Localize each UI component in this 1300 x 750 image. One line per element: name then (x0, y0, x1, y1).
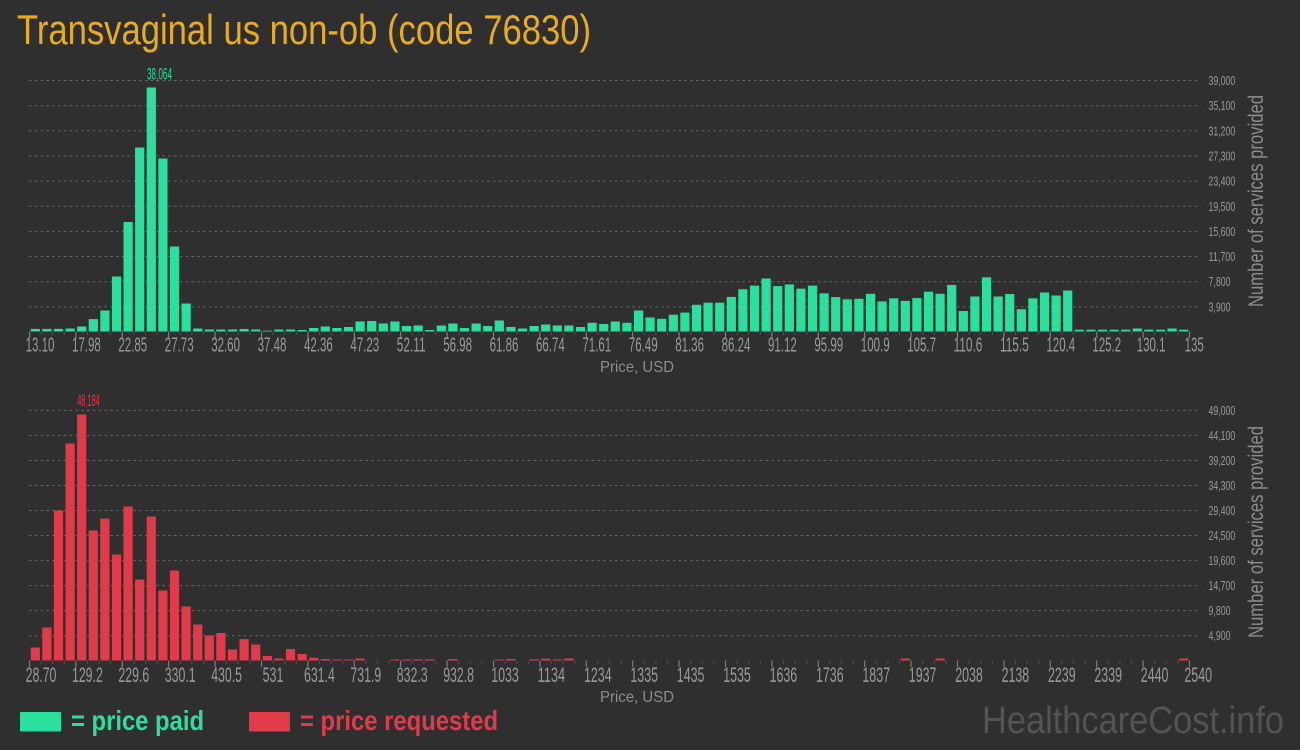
svg-text:2239: 2239 (1048, 664, 1076, 687)
svg-text:Price, USD: Price, USD (600, 689, 674, 706)
svg-text:19,500: 19,500 (1209, 199, 1236, 214)
svg-text:49,000: 49,000 (1209, 403, 1236, 418)
svg-text:4,900: 4,900 (1209, 628, 1231, 643)
svg-text:= price paid: = price paid (71, 705, 204, 736)
svg-text:11,700: 11,700 (1209, 249, 1236, 264)
svg-text:2339: 2339 (1094, 664, 1122, 687)
svg-text:2138: 2138 (1002, 664, 1030, 687)
svg-text:17.98: 17.98 (72, 335, 101, 357)
svg-text:56.98: 56.98 (443, 335, 472, 357)
svg-text:130.1: 130.1 (1137, 335, 1166, 357)
svg-text:120.4: 120.4 (1046, 335, 1075, 357)
svg-text:1033: 1033 (491, 664, 519, 687)
svg-text:14,700: 14,700 (1209, 578, 1236, 593)
svg-text:29,400: 29,400 (1209, 503, 1236, 518)
svg-text:105.7: 105.7 (907, 335, 936, 357)
svg-text:1736: 1736 (816, 664, 844, 687)
svg-text:71.61: 71.61 (582, 335, 611, 357)
svg-text:430.5: 430.5 (211, 664, 242, 687)
svg-text:129.2: 129.2 (72, 664, 103, 687)
svg-text:1937: 1937 (909, 664, 937, 687)
svg-text:34,300: 34,300 (1209, 478, 1236, 493)
svg-text:2540: 2540 (1184, 664, 1212, 687)
svg-text:1636: 1636 (770, 664, 798, 687)
svg-text:35,100: 35,100 (1209, 98, 1236, 113)
svg-text:24,500: 24,500 (1209, 528, 1236, 543)
svg-text:76.49: 76.49 (629, 335, 658, 357)
svg-text:47.23: 47.23 (350, 335, 379, 357)
svg-text:31,200: 31,200 (1209, 123, 1236, 138)
svg-text:9,800: 9,800 (1209, 603, 1231, 618)
svg-text:1435: 1435 (677, 664, 705, 687)
svg-text:1134: 1134 (538, 664, 566, 687)
svg-text:= price requested: = price requested (300, 705, 498, 736)
svg-text:22.85: 22.85 (118, 335, 147, 357)
svg-text:1234: 1234 (584, 664, 612, 687)
svg-text:52.11: 52.11 (397, 335, 426, 357)
svg-text:39,200: 39,200 (1209, 453, 1236, 468)
svg-text:110.6: 110.6 (954, 335, 983, 357)
svg-text:86.24: 86.24 (722, 335, 751, 357)
svg-text:832.3: 832.3 (397, 664, 428, 687)
svg-text:631.4: 631.4 (304, 664, 335, 687)
svg-text:27,300: 27,300 (1209, 148, 1236, 163)
svg-text:229.6: 229.6 (118, 664, 149, 687)
svg-text:1335: 1335 (630, 664, 658, 687)
svg-text:61.86: 61.86 (490, 335, 519, 357)
svg-text:135: 135 (1185, 335, 1204, 357)
svg-text:Number of services provided: Number of services provided (1245, 426, 1268, 638)
svg-text:Number of services provided: Number of services provided (1245, 95, 1268, 307)
svg-text:27.73: 27.73 (165, 335, 194, 357)
svg-text:37.48: 37.48 (258, 335, 287, 357)
svg-text:81.36: 81.36 (675, 335, 704, 357)
svg-text:39,000: 39,000 (1209, 73, 1236, 88)
svg-text:100.9: 100.9 (861, 335, 890, 357)
svg-text:1837: 1837 (862, 664, 890, 687)
svg-text:42.36: 42.36 (304, 335, 333, 357)
svg-text:932.8: 932.8 (443, 664, 474, 687)
svg-text:48,184: 48,184 (77, 391, 100, 410)
svg-text:38,064: 38,064 (147, 65, 172, 84)
svg-text:731.9: 731.9 (350, 664, 381, 687)
svg-text:531: 531 (263, 664, 284, 687)
svg-text:3,900: 3,900 (1209, 299, 1231, 314)
svg-text:Price, USD: Price, USD (600, 359, 674, 376)
svg-text:330.1: 330.1 (165, 664, 196, 687)
svg-text:HealthcareCost.info: HealthcareCost.info (982, 700, 1284, 742)
svg-text:32.60: 32.60 (211, 335, 240, 357)
svg-text:15,600: 15,600 (1209, 224, 1236, 239)
svg-text:19,600: 19,600 (1209, 553, 1236, 568)
svg-text:Transvaginal us non-ob (code 7: Transvaginal us non-ob (code 76830) (17, 6, 591, 53)
svg-text:23,400: 23,400 (1209, 174, 1236, 189)
svg-text:125.2: 125.2 (1092, 335, 1121, 357)
svg-text:115.5: 115.5 (1000, 335, 1029, 357)
svg-text:7,800: 7,800 (1209, 274, 1231, 289)
svg-text:91.12: 91.12 (768, 335, 797, 357)
svg-text:13.10: 13.10 (26, 335, 55, 357)
svg-text:95.99: 95.99 (814, 335, 843, 357)
svg-text:66.74: 66.74 (536, 335, 565, 357)
svg-text:2440: 2440 (1141, 664, 1169, 687)
svg-text:44,100: 44,100 (1209, 428, 1236, 443)
svg-text:28.70: 28.70 (26, 664, 57, 687)
svg-text:1535: 1535 (723, 664, 751, 687)
svg-text:2038: 2038 (955, 664, 983, 687)
